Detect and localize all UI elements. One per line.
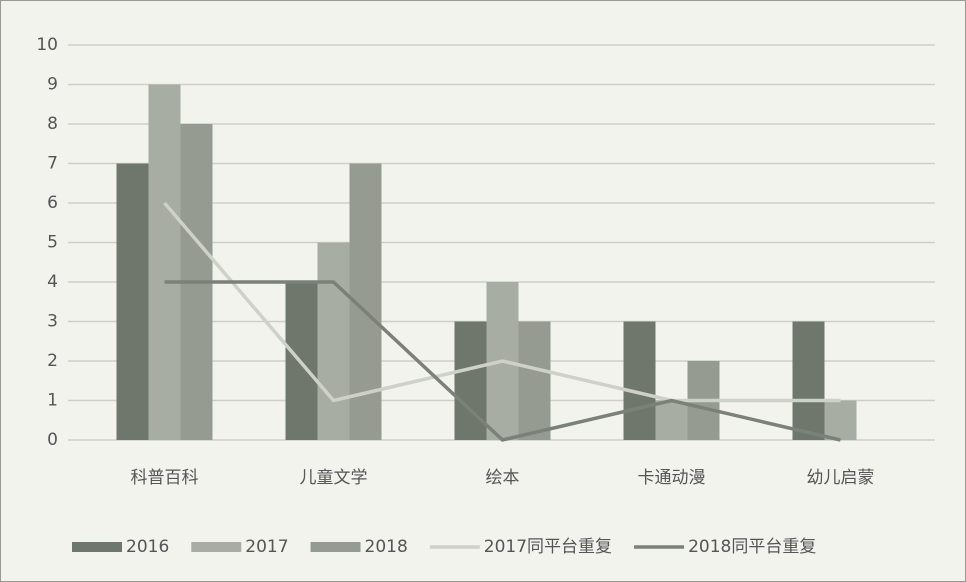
bar: [148, 84, 181, 440]
y-tick-label: 8: [47, 114, 58, 134]
x-tick-label: 卡通动漫: [638, 468, 706, 488]
x-tick-label: 儿童文学: [300, 468, 368, 488]
line-series: [163, 201, 841, 403]
bar: [116, 163, 149, 440]
legend-label: 2017同平台重复: [484, 537, 612, 557]
legend-label: 2018同平台重复: [688, 537, 816, 557]
y-tick-label: 0: [47, 430, 58, 450]
x-tick-label: 绘本: [486, 468, 520, 488]
legend-swatch: [310, 542, 361, 552]
bar: [317, 242, 350, 440]
y-tick-label: 2: [47, 351, 58, 371]
y-tick-label: 6: [47, 193, 58, 213]
legend-swatch: [72, 542, 122, 552]
y-tick-label: 5: [47, 233, 58, 253]
y-tick-label: 7: [47, 154, 58, 174]
legend-swatch: [191, 542, 242, 552]
y-tick-label: 10: [36, 35, 58, 55]
y-tick-label: 9: [47, 75, 58, 95]
bar: [623, 321, 656, 440]
bar: [655, 400, 688, 440]
y-tick-label: 3: [47, 312, 58, 332]
legend-label: 2016: [126, 537, 169, 557]
y-tick-label: 1: [47, 391, 58, 411]
bar: [824, 400, 857, 440]
legend-label: 2017: [245, 537, 288, 557]
y-tick-label: 4: [47, 272, 58, 292]
line-series: [164, 280, 841, 442]
bar: [792, 321, 825, 440]
x-tick-label: 科普百科: [131, 468, 199, 488]
x-tick-label: 幼儿启蒙: [807, 468, 875, 488]
bar: [518, 321, 551, 440]
legend-label: 2018: [365, 537, 408, 557]
